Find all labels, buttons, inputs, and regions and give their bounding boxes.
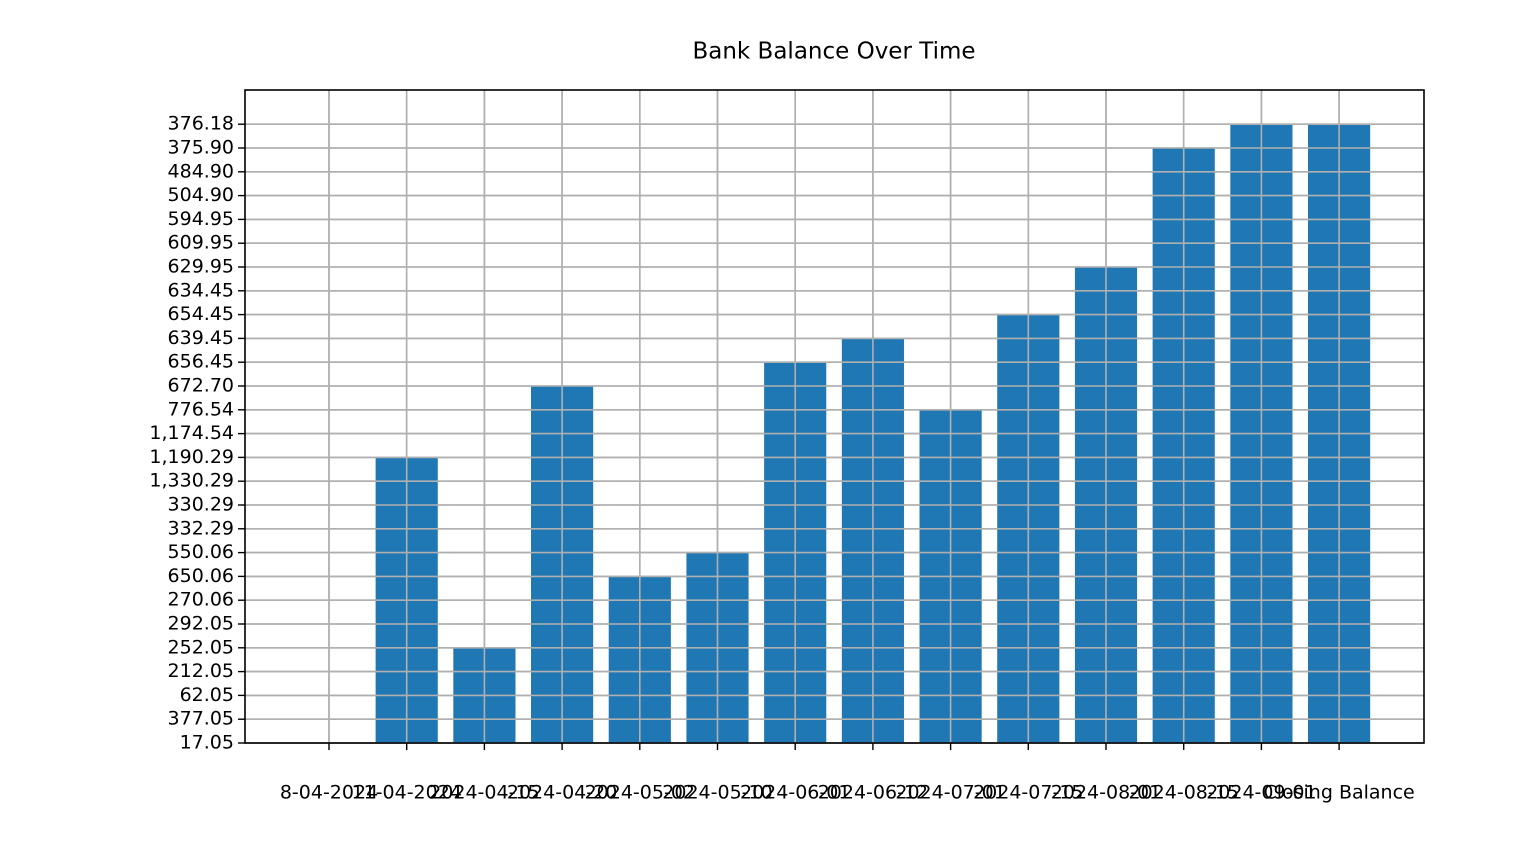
x-tick-label: 2024-08-01 (1051, 782, 1161, 804)
y-tick-label: 550.06 (168, 541, 234, 563)
y-tick-label: 270.06 (168, 589, 234, 611)
y-tick-label: 62.05 (180, 684, 234, 706)
y-tick-label: 1,174.54 (149, 422, 234, 444)
y-tick-label: 672.70 (168, 375, 234, 397)
chart-title: Bank Balance Over Time (692, 39, 975, 65)
x-tick-label: 2024-07-15 (973, 782, 1083, 804)
x-tick-label: 2024-06-01 (740, 782, 850, 804)
y-tick-label: 650.06 (168, 565, 234, 587)
y-tick-label: 776.54 (168, 398, 234, 420)
y-tick-label: 330.29 (168, 494, 234, 516)
y-tick-label: 375.90 (168, 137, 234, 159)
y-tick-label: 292.05 (168, 613, 234, 635)
y-tick-label: 17.05 (180, 732, 234, 754)
y-tick-label: 639.45 (168, 327, 234, 349)
x-tick-label: 2024-08-15 (1128, 782, 1238, 804)
x-tick-label: 2024-06-12 (818, 782, 928, 804)
y-tick-label: 1,190.29 (149, 446, 234, 468)
x-tick-label: 2024-09-01 (1206, 782, 1316, 804)
y-tick-label: 629.95 (168, 256, 234, 278)
x-tick-label: 11-04-2024 (351, 782, 461, 804)
y-tick-label: 212.05 (168, 660, 234, 682)
plot-frame (244, 89, 1425, 744)
x-tick-label: 2024-07-01 (895, 782, 1005, 804)
y-tick-label: 377.05 (168, 708, 234, 730)
y-tick-label: 656.45 (168, 351, 234, 373)
y-tick-label: 654.45 (168, 303, 234, 325)
y-tick-label: 252.05 (168, 636, 234, 658)
y-tick-label: 1,330.29 (149, 470, 234, 492)
x-tick-label: 8-04-2024 (280, 782, 378, 804)
y-tick-label: 484.90 (168, 160, 234, 182)
x-tick-label: 2024-04-15 (429, 782, 539, 804)
y-tick-label: 609.95 (168, 232, 234, 254)
y-tick-label: 504.90 (168, 184, 234, 206)
x-tick-label: 2024-04-20 (507, 782, 617, 804)
y-tick-label: 332.29 (168, 517, 234, 539)
y-tick-label: 376.18 (168, 113, 234, 135)
x-tick-label: 2024-05-10 (662, 782, 772, 804)
y-tick-label: 634.45 (168, 279, 234, 301)
x-tick-label: 2024-05-02 (585, 782, 695, 804)
y-tick-label: 594.95 (168, 208, 234, 230)
x-tick-label: Closing Balance (1263, 782, 1414, 804)
